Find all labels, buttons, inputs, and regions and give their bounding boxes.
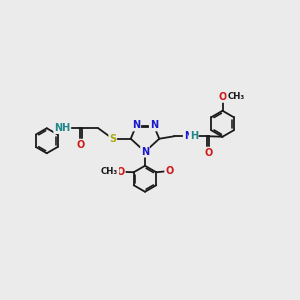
- Text: H: H: [190, 131, 198, 141]
- Text: N: N: [184, 131, 192, 141]
- Text: O: O: [205, 148, 213, 158]
- Text: O: O: [76, 140, 84, 149]
- Text: CH₃: CH₃: [227, 92, 244, 101]
- Text: O: O: [165, 166, 173, 176]
- Text: NH: NH: [54, 123, 70, 133]
- Text: O: O: [117, 167, 125, 177]
- Text: N: N: [141, 147, 149, 157]
- Text: N: N: [132, 121, 140, 130]
- Text: N: N: [150, 121, 158, 130]
- Text: S: S: [109, 134, 116, 144]
- Text: CH₃: CH₃: [101, 167, 118, 176]
- Text: O: O: [218, 92, 226, 102]
